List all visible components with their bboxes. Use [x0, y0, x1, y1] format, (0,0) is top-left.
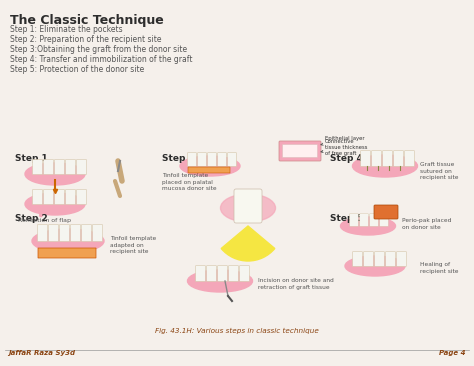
FancyBboxPatch shape	[55, 160, 64, 175]
Text: Step 5: Step 5	[330, 214, 363, 223]
Ellipse shape	[353, 155, 418, 177]
FancyBboxPatch shape	[65, 160, 75, 175]
Text: Step 4: Step 4	[330, 154, 363, 163]
Ellipse shape	[25, 193, 85, 215]
FancyBboxPatch shape	[218, 153, 227, 167]
Text: Fig. 43.1H: Various steps in classic technique: Fig. 43.1H: Various steps in classic tec…	[155, 328, 319, 334]
Text: Tinfoil template
placed on palatal
mucosa donor site: Tinfoil template placed on palatal mucos…	[162, 173, 217, 191]
FancyBboxPatch shape	[372, 150, 382, 167]
FancyBboxPatch shape	[380, 214, 388, 226]
Text: Step 2: Preparation of the recipient site: Step 2: Preparation of the recipient sit…	[10, 35, 162, 44]
FancyBboxPatch shape	[360, 214, 368, 226]
FancyBboxPatch shape	[76, 160, 86, 175]
Text: Reflection of flap: Reflection of flap	[18, 218, 71, 223]
Ellipse shape	[345, 256, 405, 276]
Text: Step 3: Step 3	[162, 154, 195, 163]
FancyBboxPatch shape	[196, 266, 205, 281]
FancyBboxPatch shape	[239, 266, 249, 281]
Text: Perio-pak placed
on donor site: Perio-pak placed on donor site	[402, 218, 451, 229]
FancyBboxPatch shape	[82, 224, 91, 242]
Text: Step 4: Transfer and immobilization of the graft: Step 4: Transfer and immobilization of t…	[10, 55, 192, 64]
Text: Page 4: Page 4	[439, 350, 466, 356]
Text: Step 2: Step 2	[15, 214, 48, 223]
FancyBboxPatch shape	[364, 251, 374, 266]
FancyBboxPatch shape	[207, 266, 217, 281]
FancyBboxPatch shape	[353, 251, 363, 266]
Ellipse shape	[340, 217, 395, 235]
Text: Step 1: Eliminate the pockets: Step 1: Eliminate the pockets	[10, 25, 123, 34]
FancyBboxPatch shape	[37, 224, 47, 242]
Text: Step 3:Obtaining the graft from the donor site: Step 3:Obtaining the graft from the dono…	[10, 45, 187, 54]
FancyBboxPatch shape	[44, 190, 54, 205]
Text: JaffaR Raza Sy3d: JaffaR Raza Sy3d	[8, 350, 75, 356]
FancyBboxPatch shape	[92, 224, 102, 242]
FancyBboxPatch shape	[386, 251, 395, 266]
Wedge shape	[221, 226, 275, 261]
FancyBboxPatch shape	[374, 205, 398, 219]
FancyArrowPatch shape	[41, 207, 44, 215]
Ellipse shape	[180, 156, 240, 176]
FancyBboxPatch shape	[370, 214, 378, 226]
Text: Step 1: Step 1	[15, 154, 48, 163]
FancyBboxPatch shape	[208, 153, 217, 167]
FancyBboxPatch shape	[65, 190, 75, 205]
Text: Tinfoil template
adapted on
recipient site: Tinfoil template adapted on recipient si…	[110, 236, 156, 254]
FancyBboxPatch shape	[76, 190, 86, 205]
FancyBboxPatch shape	[60, 224, 70, 242]
FancyBboxPatch shape	[393, 150, 403, 167]
FancyBboxPatch shape	[283, 145, 318, 157]
FancyBboxPatch shape	[350, 214, 358, 226]
FancyBboxPatch shape	[188, 167, 230, 173]
FancyBboxPatch shape	[228, 153, 237, 167]
FancyBboxPatch shape	[383, 150, 392, 167]
FancyBboxPatch shape	[71, 224, 81, 242]
FancyBboxPatch shape	[48, 224, 58, 242]
FancyBboxPatch shape	[38, 248, 96, 258]
Ellipse shape	[188, 270, 253, 292]
FancyBboxPatch shape	[33, 160, 43, 175]
FancyBboxPatch shape	[33, 190, 43, 205]
FancyBboxPatch shape	[55, 190, 64, 205]
FancyBboxPatch shape	[198, 153, 206, 167]
Text: Incision on donor site and
retraction of graft tissue: Incision on donor site and retraction of…	[258, 278, 334, 290]
Ellipse shape	[32, 229, 104, 253]
FancyBboxPatch shape	[234, 189, 262, 223]
Text: Epithelial layer: Epithelial layer	[321, 136, 365, 145]
Text: Graft tissue
sutured on
recipient site: Graft tissue sutured on recipient site	[420, 162, 458, 180]
Text: Step 5: Protection of the donor site: Step 5: Protection of the donor site	[10, 65, 144, 74]
Ellipse shape	[220, 194, 275, 222]
Ellipse shape	[25, 163, 85, 185]
FancyBboxPatch shape	[397, 251, 406, 266]
FancyBboxPatch shape	[228, 266, 238, 281]
FancyBboxPatch shape	[374, 251, 384, 266]
Text: The Classic Technique: The Classic Technique	[10, 14, 164, 27]
FancyBboxPatch shape	[188, 153, 196, 167]
FancyBboxPatch shape	[279, 141, 321, 161]
FancyBboxPatch shape	[44, 160, 54, 175]
FancyBboxPatch shape	[361, 150, 370, 167]
FancyBboxPatch shape	[218, 266, 228, 281]
Text: Healing of
recipient site: Healing of recipient site	[420, 262, 458, 274]
Text: Connective
tissue thickness
of free graft: Connective tissue thickness of free graf…	[321, 139, 367, 156]
FancyBboxPatch shape	[405, 150, 414, 167]
